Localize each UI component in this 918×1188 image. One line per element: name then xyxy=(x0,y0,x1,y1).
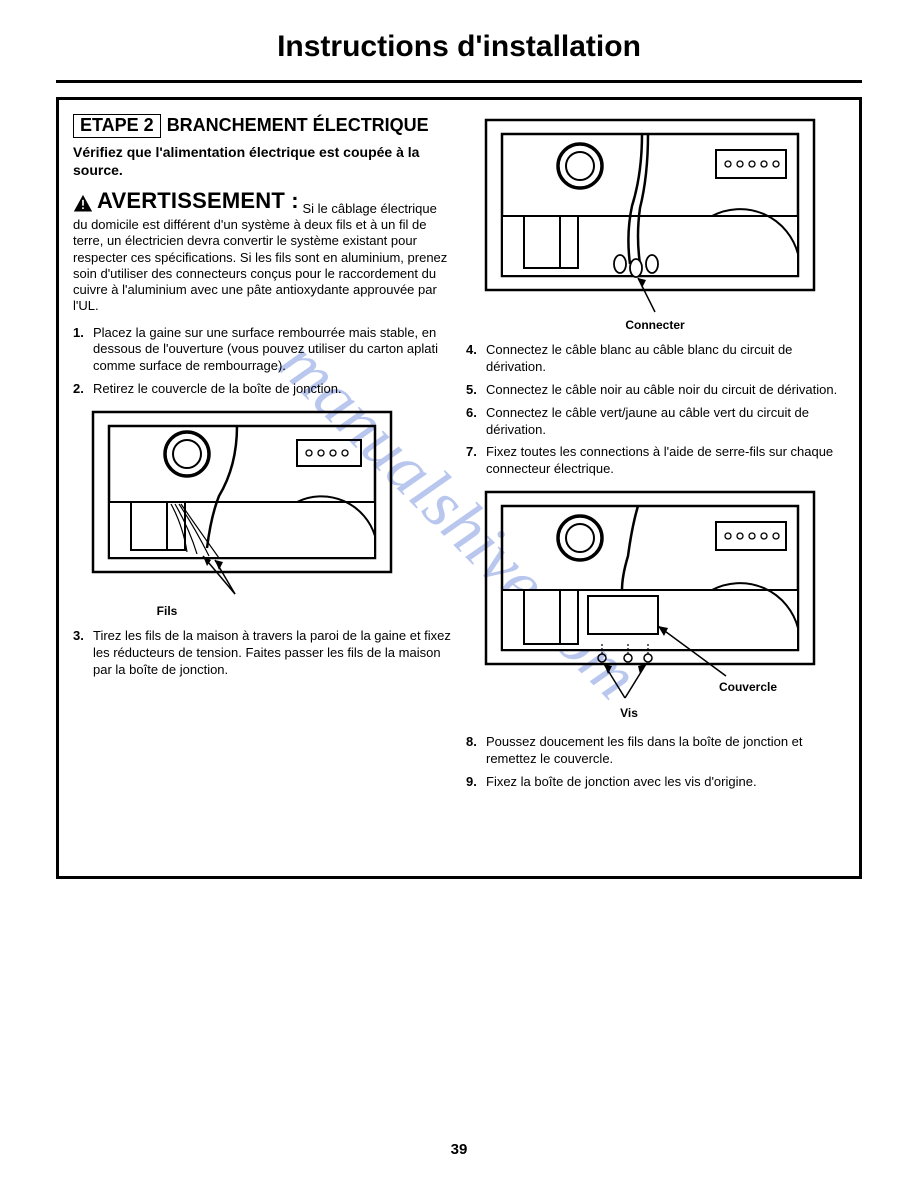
figure-fils: Fils xyxy=(87,406,452,618)
warning-block: AVERTISSEMENT : Si le câblage électrique… xyxy=(73,187,452,315)
step-num: 3. xyxy=(73,628,84,645)
warning-icon xyxy=(73,192,93,210)
step-label-box: ETAPE 2 xyxy=(73,114,161,138)
fig-label-couvercle: Couvercle xyxy=(708,680,788,694)
title-rule xyxy=(56,80,862,83)
figure-connecter: Connecter xyxy=(480,114,845,332)
warning-label: AVERTISSEMENT : xyxy=(73,187,299,215)
step-text: Connectez le câble noir au câble noir du… xyxy=(486,382,837,397)
step-num: 6. xyxy=(466,405,477,422)
warning-label-text: AVERTISSEMENT : xyxy=(97,187,299,215)
step-text: Fixez la boîte de jonction avec les vis … xyxy=(486,774,757,789)
step-header: ETAPE 2 BRANCHEMENT ÉLECTRIQUE xyxy=(73,114,452,138)
list-item: 3. Tirez les fils de la maison à travers … xyxy=(73,628,452,679)
list-item: 6. Connectez le câble vert/jaune au câble… xyxy=(466,405,845,439)
list-item: 7. Fixez toutes les connections à l'aide … xyxy=(466,444,845,478)
list-item: 4. Connectez le câble blanc au câble blan… xyxy=(466,342,845,376)
step-text: Poussez doucement les fils dans la boîte… xyxy=(486,734,803,766)
warning-body: Si le câblage électrique du domicile est… xyxy=(73,201,447,314)
page-title: Instructions d'installation xyxy=(0,0,918,74)
list-item: 8. Poussez doucement les fils dans la boî… xyxy=(466,734,845,768)
step-title: BRANCHEMENT ÉLECTRIQUE xyxy=(167,115,429,136)
step-num: 2. xyxy=(73,381,84,398)
list-item: 2. Retirez le couvercle de la boîte de jo… xyxy=(73,381,452,398)
intro-bold: Vérifiez que l'alimentation électrique e… xyxy=(73,144,452,179)
page-number: 39 xyxy=(0,1141,918,1158)
steps-left: 1. Placez la gaine sur une surface rembou… xyxy=(73,325,452,399)
step-num: 9. xyxy=(466,774,477,791)
step-num: 8. xyxy=(466,734,477,751)
step-text: Placez la gaine sur une surface rembourr… xyxy=(93,325,438,374)
step-text: Tirez les fils de la maison à travers la… xyxy=(93,628,451,677)
step-text: Retirez le couvercle de la boîte de jonc… xyxy=(93,381,342,396)
fig-label-vis: Vis xyxy=(604,706,654,720)
step-num: 7. xyxy=(466,444,477,461)
step-num: 1. xyxy=(73,325,84,342)
list-item: 1. Placez la gaine sur une surface rembou… xyxy=(73,325,452,376)
step-3: 3. Tirez les fils de la maison à travers … xyxy=(73,628,452,679)
content-box: manualshive.com ETAPE 2 BRANCHEMENT ÉLEC… xyxy=(56,97,862,879)
fig-label-fils: Fils xyxy=(127,604,207,618)
step-text: Connectez le câble blanc au câble blanc … xyxy=(486,342,792,374)
steps-right-b: 8. Poussez doucement les fils dans la boî… xyxy=(466,734,845,791)
list-item: 9. Fixez la boîte de jonction avec les vi… xyxy=(466,774,845,791)
step-num: 5. xyxy=(466,382,477,399)
step-text: Fixez toutes les connections à l'aide de… xyxy=(486,444,833,476)
step-num: 4. xyxy=(466,342,477,359)
right-column: Connecter 4. Connectez le câble blanc au … xyxy=(466,114,845,797)
figure-vis-couvercle: Vis Couvercle xyxy=(480,486,845,724)
step-text: Connectez le câble vert/jaune au câble v… xyxy=(486,405,809,437)
left-column: ETAPE 2 BRANCHEMENT ÉLECTRIQUE Vérifiez … xyxy=(73,114,452,797)
fig-label-connecter: Connecter xyxy=(610,318,700,332)
two-columns: ETAPE 2 BRANCHEMENT ÉLECTRIQUE Vérifiez … xyxy=(73,114,845,797)
list-item: 5. Connectez le câble noir au câble noir … xyxy=(466,382,845,399)
steps-right-a: 4. Connectez le câble blanc au câble blan… xyxy=(466,342,845,478)
